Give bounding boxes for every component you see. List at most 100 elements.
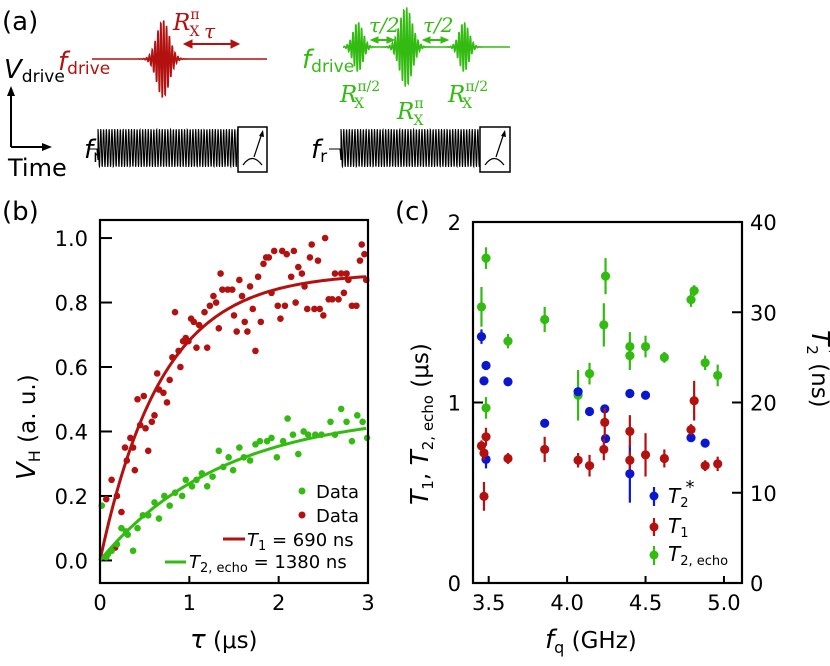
- echo-data-point: [599, 320, 609, 330]
- t1-data-point: [260, 260, 267, 268]
- t1-data-point: [270, 247, 278, 255]
- left-y-tick-label: 0: [448, 572, 461, 596]
- echo-first-half-pulse-label: Rπ/2 X: [339, 79, 380, 112]
- echo-fit-curve: [98, 426, 367, 562]
- panel-c-legend: T2* T1 T2, echo: [649, 477, 728, 569]
- t1-data-point: [217, 270, 224, 277]
- x-tick-label: 3.5: [472, 591, 505, 615]
- panel-b-frame: [98, 218, 370, 585]
- echo-data-point: [348, 437, 356, 445]
- echo-data-point: [134, 524, 141, 532]
- t1-data-point: [249, 305, 257, 313]
- t1-data-point: [212, 299, 220, 306]
- t1-data-point: [233, 328, 240, 335]
- panel-b: (b) 0 1 2 3 0.0 0.2 0.4 0.6 0.8 1.0 τ (μs) VH (a.…: [2, 197, 375, 655]
- t1-data-point: [640, 450, 651, 460]
- t1-data-point: [246, 283, 254, 290]
- t1-data-point: [306, 254, 314, 261]
- echo-data-point: [353, 412, 361, 419]
- echo-data-point: [625, 350, 635, 361]
- t1-data-point: [303, 305, 311, 313]
- t1-data-point: [713, 459, 723, 469]
- t1-data-point: [142, 424, 149, 432]
- t1-data-point: [311, 305, 318, 313]
- t2star-data-point: [479, 376, 489, 386]
- echo-data-point: [337, 405, 345, 413]
- t2star-data-point: [625, 469, 635, 479]
- echo-data-point: [284, 415, 291, 422]
- t1-data-point: [599, 444, 609, 455]
- t1-data-point: [361, 250, 368, 258]
- t1-data-point: [316, 305, 324, 313]
- echo-data-point: [273, 453, 281, 461]
- t1-data-point: [153, 370, 161, 377]
- panel-b-label: (b): [2, 197, 39, 227]
- echo-data-point: [713, 370, 723, 381]
- echo-data-point: [155, 515, 163, 522]
- t1-data-point: [274, 302, 282, 310]
- t2star-data-point: [584, 406, 595, 417]
- t1-data-point: [230, 312, 238, 319]
- panel-c-frame: [471, 220, 744, 585]
- echo-data-point: [481, 403, 491, 413]
- t1-data-point: [292, 299, 299, 306]
- t1-data-point: [331, 270, 339, 277]
- echo-meter-icon: [479, 126, 511, 173]
- t1-delay-arrow-icon: [182, 39, 241, 49]
- legend-echo-marker: [649, 550, 659, 560]
- legend-echo-data-label: Data: [316, 482, 359, 503]
- t1-data-point: [241, 318, 249, 326]
- t1-data-point: [131, 466, 139, 474]
- t1-data-point: [337, 270, 345, 277]
- echo-data-point: [476, 302, 487, 312]
- legend-t1-data-marker: [298, 511, 306, 519]
- t1-data-point: [134, 395, 141, 403]
- echo-delay-arrows-icon: [369, 36, 450, 44]
- echo-data-point: [129, 547, 137, 555]
- t1-data-point: [254, 273, 262, 281]
- t1-delay-label: τ: [204, 19, 216, 43]
- t2star-data-point: [700, 438, 710, 448]
- t1-fdrive-label: fdrive: [58, 47, 110, 79]
- echo-second-half-pulse-label: Rπ/2 X: [447, 79, 488, 112]
- t1-data-point: [356, 257, 364, 264]
- echo-data-point: [246, 457, 254, 464]
- right-y-tick-label: 20: [750, 392, 777, 416]
- echo-data-point: [327, 418, 334, 426]
- right-y-tick-label: 30: [750, 301, 777, 325]
- legend-t2star-marker: [649, 491, 659, 501]
- t1-data-point: [689, 396, 699, 406]
- t2star-data-point: [503, 377, 513, 387]
- echo-data-point: [268, 434, 275, 442]
- x-tick-label: 0: [93, 591, 106, 615]
- t1-data-point: [203, 344, 211, 351]
- t2star-data-point: [640, 390, 651, 400]
- legend-t1-label: T1: [668, 514, 689, 541]
- panel-a-label: (a): [2, 7, 38, 37]
- echo-data-point: [182, 476, 190, 484]
- t1-data-point: [177, 363, 184, 371]
- echo-data-point: [689, 285, 699, 296]
- echo-data-point: [215, 447, 223, 455]
- right-y-tick-label: 40: [750, 211, 777, 235]
- t2star-data-point: [481, 360, 491, 371]
- echo-data-point: [225, 453, 232, 461]
- t1-data-point: [287, 273, 295, 281]
- t1-data-point: [195, 321, 203, 329]
- t1-data-point: [151, 412, 158, 419]
- right-y-tick-label: 0: [750, 572, 763, 596]
- vdrive-label: Vdrive: [4, 55, 65, 87]
- t1-data-point: [219, 286, 226, 293]
- t1-data-point: [295, 263, 302, 271]
- echo-drive-waveform: [342, 7, 510, 87]
- t1-data-point: [201, 308, 208, 316]
- t1-data-point: [600, 417, 610, 427]
- echo-data-point: [540, 314, 550, 325]
- t1-meter-icon: [237, 126, 268, 173]
- echo-data-point: [304, 431, 312, 439]
- t1-data-point: [625, 455, 635, 465]
- legend-t1-marker: [649, 522, 659, 532]
- echo-data-point: [700, 358, 710, 368]
- right-y-tick-label: 10: [750, 482, 777, 506]
- echo-data-point: [203, 482, 211, 490]
